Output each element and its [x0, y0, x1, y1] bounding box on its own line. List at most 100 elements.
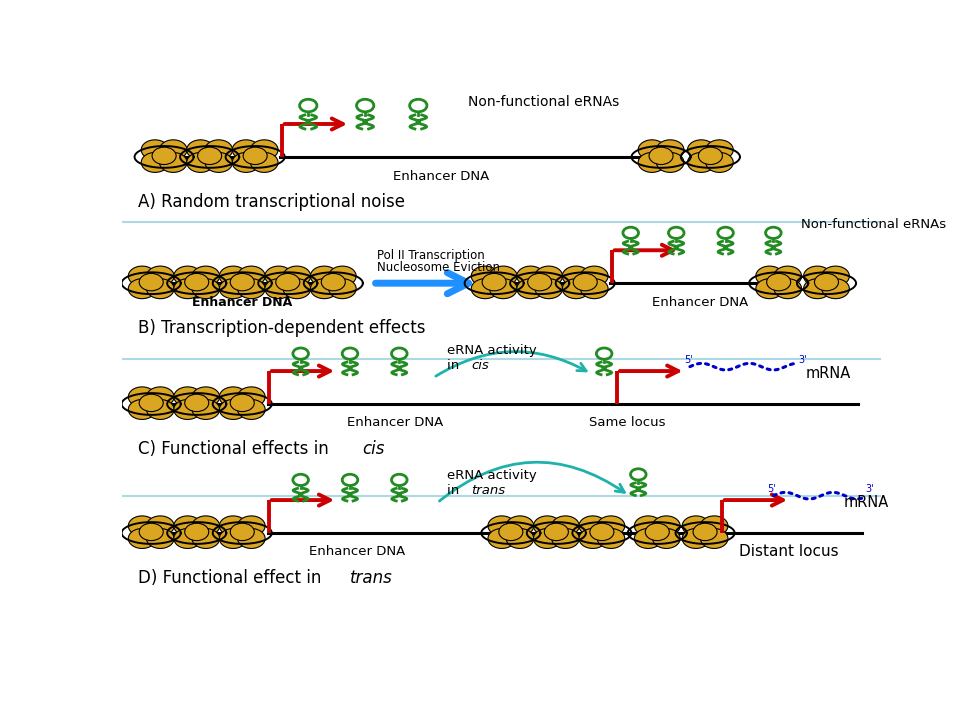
Circle shape: [283, 279, 310, 299]
Circle shape: [774, 266, 801, 286]
Circle shape: [219, 516, 246, 536]
Circle shape: [774, 279, 801, 299]
Circle shape: [147, 399, 174, 419]
Circle shape: [159, 140, 187, 160]
Circle shape: [682, 528, 709, 548]
Circle shape: [174, 387, 201, 407]
Circle shape: [487, 528, 515, 548]
Circle shape: [141, 153, 168, 173]
Circle shape: [147, 266, 174, 286]
Circle shape: [705, 153, 733, 173]
Circle shape: [147, 516, 174, 536]
Text: 3': 3': [798, 355, 806, 365]
Circle shape: [506, 516, 533, 536]
Circle shape: [766, 273, 790, 291]
Circle shape: [250, 140, 278, 160]
Circle shape: [506, 528, 533, 548]
Circle shape: [648, 147, 673, 165]
Circle shape: [185, 273, 208, 291]
Circle shape: [187, 140, 214, 160]
Text: cis: cis: [362, 440, 384, 458]
Circle shape: [516, 266, 544, 286]
Text: 5': 5': [767, 484, 776, 494]
Circle shape: [310, 279, 337, 299]
Circle shape: [544, 523, 568, 540]
Circle shape: [192, 279, 219, 299]
Circle shape: [238, 266, 265, 286]
Text: eRNA activity: eRNA activity: [447, 344, 536, 356]
Circle shape: [597, 528, 624, 548]
Circle shape: [533, 528, 560, 548]
Circle shape: [470, 266, 499, 286]
Circle shape: [128, 266, 156, 286]
Circle shape: [232, 153, 259, 173]
Circle shape: [638, 153, 665, 173]
Circle shape: [230, 394, 254, 411]
Circle shape: [147, 279, 174, 299]
Circle shape: [238, 528, 265, 548]
Circle shape: [174, 279, 201, 299]
Circle shape: [159, 153, 187, 173]
Circle shape: [655, 153, 684, 173]
Circle shape: [128, 516, 156, 536]
Circle shape: [265, 266, 292, 286]
Circle shape: [487, 516, 515, 536]
Circle shape: [128, 387, 156, 407]
Circle shape: [139, 394, 163, 411]
Circle shape: [755, 279, 782, 299]
Circle shape: [192, 387, 219, 407]
Circle shape: [821, 266, 849, 286]
Circle shape: [230, 273, 254, 291]
Circle shape: [174, 516, 201, 536]
Circle shape: [321, 273, 345, 291]
Text: Enhancer DNA: Enhancer DNA: [347, 416, 443, 429]
Circle shape: [481, 273, 506, 291]
Circle shape: [139, 273, 163, 291]
Circle shape: [192, 399, 219, 419]
Circle shape: [329, 266, 356, 286]
Text: mRNA: mRNA: [842, 496, 887, 511]
Text: Enhancer DNA: Enhancer DNA: [392, 170, 489, 183]
Text: Enhancer DNA: Enhancer DNA: [192, 297, 292, 309]
Circle shape: [534, 279, 562, 299]
Circle shape: [821, 279, 849, 299]
Circle shape: [590, 523, 613, 540]
Circle shape: [489, 279, 516, 299]
Text: Non-functional eRNAs: Non-functional eRNAs: [467, 95, 618, 109]
Text: Enhancer DNA: Enhancer DNA: [309, 545, 405, 558]
Circle shape: [516, 279, 544, 299]
Text: B) Transcription-dependent effects: B) Transcription-dependent effects: [137, 319, 424, 337]
Circle shape: [634, 528, 661, 548]
Circle shape: [655, 140, 684, 160]
Text: Pol II Transcription: Pol II Transcription: [377, 250, 484, 262]
Text: trans: trans: [470, 484, 505, 497]
Circle shape: [597, 516, 624, 536]
Text: eRNA activity: eRNA activity: [447, 469, 536, 482]
Circle shape: [219, 399, 246, 419]
Circle shape: [192, 266, 219, 286]
Text: mRNA: mRNA: [804, 366, 850, 381]
Circle shape: [219, 387, 246, 407]
Text: 3': 3': [865, 484, 873, 494]
Circle shape: [147, 528, 174, 548]
Circle shape: [128, 399, 156, 419]
Circle shape: [219, 266, 246, 286]
Text: Distant locus: Distant locus: [738, 544, 837, 559]
Circle shape: [699, 528, 728, 548]
Circle shape: [174, 399, 201, 419]
Circle shape: [238, 399, 265, 419]
Circle shape: [238, 279, 265, 299]
Circle shape: [814, 273, 837, 291]
Circle shape: [697, 147, 722, 165]
Text: 5': 5': [683, 355, 691, 365]
Circle shape: [489, 266, 516, 286]
Circle shape: [276, 273, 299, 291]
Circle shape: [561, 266, 590, 286]
Text: in: in: [447, 484, 464, 497]
Text: cis: cis: [470, 359, 489, 372]
Text: Non-functional eRNAs: Non-functional eRNAs: [801, 218, 946, 231]
Circle shape: [174, 528, 201, 548]
Circle shape: [204, 153, 232, 173]
Text: D) Functional effect in: D) Functional effect in: [137, 569, 326, 587]
Circle shape: [580, 266, 607, 286]
